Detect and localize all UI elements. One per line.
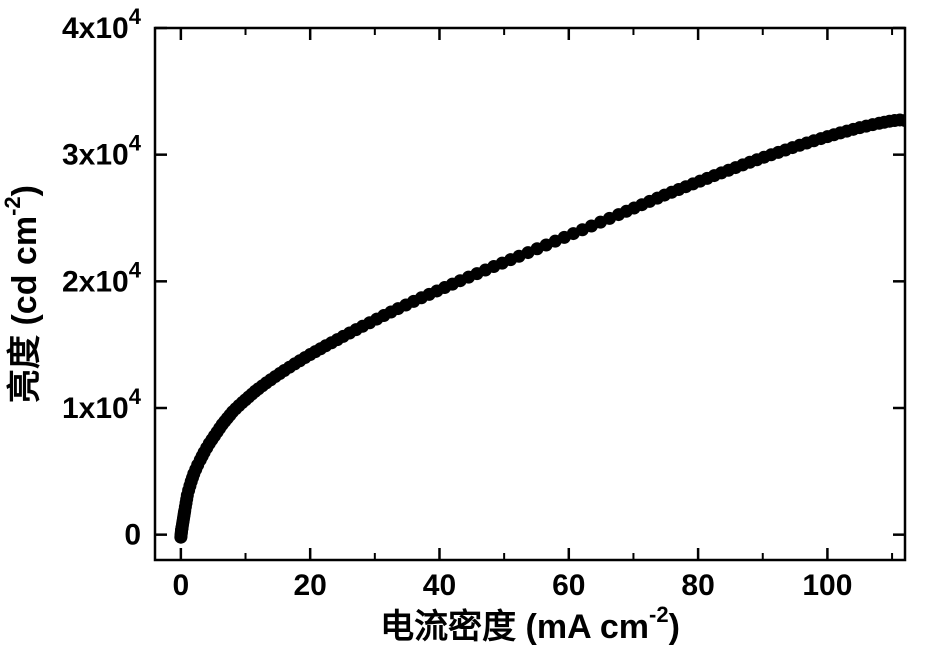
- x-tick-label: 20: [293, 569, 326, 602]
- y-tick-label: 1x104: [62, 384, 142, 425]
- y-tick-label: 3x104: [62, 131, 142, 172]
- x-tick-label: 40: [423, 569, 456, 602]
- data-point: [899, 114, 912, 127]
- y-tick-label: 0: [124, 519, 141, 552]
- chart-container: 0 20 40 60 80 100 0 1x104 2x104 3x104 4x104 电流密度 (m…: [0, 0, 933, 662]
- x-tick-label: 80: [681, 569, 714, 602]
- x-tick-label: 0: [173, 569, 190, 602]
- y-axis-label: 亮度 (cd cm-2): [0, 185, 44, 403]
- plot-frame: [155, 28, 905, 560]
- scatter-chart: 0 20 40 60 80 100 0 1x104 2x104 3x104 4x104 电流密度 (m…: [0, 0, 933, 662]
- data-series: [174, 113, 911, 543]
- x-tick-label: 100: [802, 569, 852, 602]
- x-axis-label: 电流密度 (mA cm-2): [380, 602, 680, 646]
- y-tick-label: 2x104: [62, 257, 142, 298]
- x-tick-label: 60: [552, 569, 585, 602]
- y-tick-label: 4x104: [62, 4, 142, 45]
